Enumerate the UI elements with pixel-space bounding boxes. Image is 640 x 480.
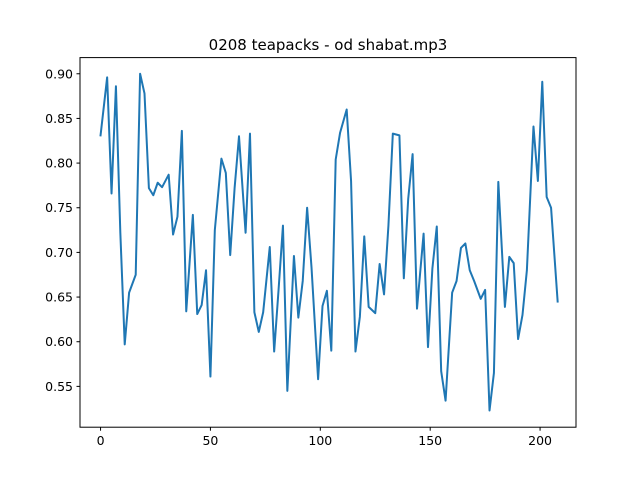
x-axis-ticks: 0 50 100 150 200 xyxy=(97,427,552,448)
x-tick-label: 50 xyxy=(202,433,218,448)
chart-title: 0208 teapacks - od shabat.mp3 xyxy=(209,36,448,54)
y-tick-label: 0.80 xyxy=(45,156,73,171)
x-tick-label: 200 xyxy=(528,433,552,448)
y-axis-ticks: 0.55 0.60 0.65 0.70 0.75 0.80 0.85 0.90 xyxy=(45,66,80,394)
y-tick-label: 0.70 xyxy=(45,245,73,260)
plot-area xyxy=(99,72,559,412)
x-tick-label: 150 xyxy=(418,433,442,448)
x-tick-label: 0 xyxy=(97,433,105,448)
x-tick-label: 100 xyxy=(308,433,332,448)
y-tick-label: 0.65 xyxy=(45,290,73,305)
y-tick-label: 0.90 xyxy=(45,66,73,81)
series-line-0 xyxy=(99,72,559,412)
y-tick-label: 0.75 xyxy=(45,200,73,215)
plot-frame xyxy=(79,57,577,428)
y-tick-label: 0.60 xyxy=(45,334,73,349)
y-tick-label: 0.55 xyxy=(45,379,73,394)
y-tick-label: 0.85 xyxy=(45,111,73,126)
